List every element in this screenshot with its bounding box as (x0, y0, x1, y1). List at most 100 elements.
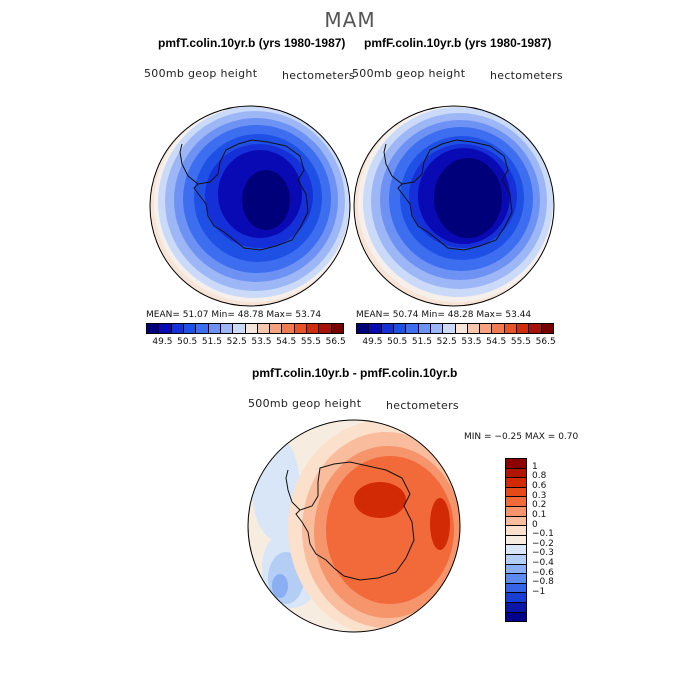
colorbar-tick-label: 54.5 (486, 337, 507, 347)
colorbar-swatch (506, 535, 526, 546)
diff-panel-minmax: MIN = −0.25 MAX = 0.70 (464, 432, 579, 442)
colorbar-swatch (443, 324, 456, 333)
right-panel-units-label: hectometers (490, 69, 563, 82)
colorbar-tick-label: 51.5 (201, 337, 222, 347)
colorbar-swatch (504, 324, 518, 333)
diff-panel-title: pmfT.colin.10yr.b - pmfF.colin.10yr.b (252, 366, 458, 380)
colorbar-swatch (506, 487, 526, 498)
right-panel-stats: MEAN= 50.74 Min= 48.28 Max= 53.44 (356, 310, 532, 320)
colorbar-swatch (159, 324, 172, 333)
colorbar-swatch (506, 526, 526, 536)
colorbar-swatch (294, 324, 308, 333)
antarctica-coastline (397, 139, 513, 251)
colorbar-tick-label: −1 (532, 587, 546, 598)
colorbar-tick-label: −0.1 (532, 529, 554, 540)
diff-panel-units-label: hectometers (386, 399, 459, 412)
colorbar-tick-label: 55.5 (300, 337, 321, 347)
colorbar-tick-label: 55.5 (510, 337, 531, 347)
colorbar-tick-label: 1 (532, 461, 538, 472)
colorbar-swatch (506, 478, 526, 488)
diff-panel-variable-label: 500mb geop height (248, 397, 362, 410)
colorbar-swatch (517, 324, 530, 333)
colorbar-swatch (233, 324, 246, 333)
colorbar-tick-label: 52.5 (226, 337, 247, 347)
colorbar-swatch (147, 324, 160, 333)
colorbar-swatch (393, 324, 407, 333)
colorbar-tick-label: −0.8 (532, 577, 554, 588)
figure-title: MAM (324, 8, 376, 32)
colorbar-swatch (282, 324, 295, 333)
colorbar-swatch (506, 554, 526, 565)
colorbar-swatch (183, 324, 197, 333)
left-panel-units-label: hectometers (282, 69, 355, 82)
right-panel-title: pmfF.colin.10yr.b (yrs 1980-1987) (364, 36, 552, 50)
map-border (353, 105, 555, 307)
colorbar-swatch (357, 324, 370, 333)
diff-colorbar (505, 458, 527, 622)
colorbar-swatch (430, 324, 444, 333)
colorbar-swatch (541, 324, 553, 333)
antarctica-coastline (295, 461, 415, 581)
colorbar-swatch (270, 324, 283, 333)
colorbar-swatch (418, 324, 431, 333)
colorbar-swatch (171, 324, 184, 333)
colorbar-swatch (506, 602, 526, 613)
colorbar-tick-label: 0.2 (532, 500, 547, 511)
left-colorbar-ticks: 49.5 50.5 51.5 52.5 53.5 54.5 55.5 56.5 (146, 337, 356, 349)
colorbar-swatch (506, 593, 526, 603)
colorbar-swatch (506, 612, 526, 622)
colorbar-tick-label: 0.1 (532, 509, 547, 520)
colorbar-swatch (257, 324, 271, 333)
colorbar-swatch (506, 516, 526, 527)
colorbar-swatch (467, 324, 481, 333)
colorbar-tick-label: 56.5 (325, 337, 346, 347)
colorbar-swatch (506, 574, 526, 584)
left-panel-variable-label: 500mb geop height (144, 67, 258, 80)
right-colorbar (356, 323, 554, 334)
colorbar-swatch (245, 324, 258, 333)
colorbar-swatch (506, 564, 526, 575)
colorbar-swatch (506, 468, 526, 479)
colorbar-swatch (220, 324, 234, 333)
colorbar-swatch (369, 324, 382, 333)
colorbar-swatch (506, 583, 526, 594)
colorbar-tick-label: 0 (532, 519, 538, 530)
left-polar-map (148, 104, 352, 308)
colorbar-tick-label: 50.5 (177, 337, 198, 347)
colorbar-tick-label: 0.6 (532, 480, 547, 491)
antarctic-peninsula (179, 143, 199, 185)
colorbar-swatch (406, 324, 419, 333)
colorbar-swatch (208, 324, 221, 333)
antarctic-peninsula (383, 143, 403, 185)
colorbar-tick-label: 56.5 (535, 337, 556, 347)
colorbar-tick-label: 0.8 (532, 471, 547, 482)
colorbar-swatch (307, 324, 320, 333)
colorbar-tick-label: −0.2 (532, 538, 554, 549)
colorbar-tick-label: 53.5 (251, 337, 272, 347)
colorbar-tick-label: 0.3 (532, 490, 547, 501)
colorbar-swatch (506, 459, 526, 469)
map-border (149, 105, 351, 307)
colorbar-swatch (455, 324, 468, 333)
map-border (247, 419, 461, 633)
left-colorbar (146, 323, 344, 334)
colorbar-tick-label: 49.5 (362, 337, 383, 347)
colorbar-tick-label: −0.4 (532, 558, 554, 569)
antarctica-coastline (193, 139, 309, 251)
antarctic-peninsula (285, 469, 301, 511)
colorbar-swatch (506, 506, 526, 517)
colorbar-swatch (319, 324, 332, 333)
left-panel-title: pmfT.colin.10yr.b (yrs 1980-1987) (158, 36, 346, 50)
colorbar-tick-label: 53.5 (461, 337, 482, 347)
colorbar-swatch (492, 324, 505, 333)
colorbar-swatch (506, 497, 526, 507)
colorbar-tick-label: 54.5 (276, 337, 297, 347)
colorbar-tick-label: 49.5 (152, 337, 173, 347)
colorbar-swatch (529, 324, 542, 333)
right-panel-variable-label: 500mb geop height (352, 67, 466, 80)
colorbar-tick-label: 51.5 (411, 337, 432, 347)
left-panel-stats: MEAN= 51.07 Min= 48.78 Max= 53.74 (146, 310, 322, 320)
colorbar-tick-label: 50.5 (387, 337, 408, 347)
diff-colorbar-ticks: 1 0.8 0.6 0.3 0.2 0.1 0 −0.1 −0.2 −0.3 −0.4 −0.6 −0.… (532, 458, 572, 622)
colorbar-swatch (480, 324, 493, 333)
